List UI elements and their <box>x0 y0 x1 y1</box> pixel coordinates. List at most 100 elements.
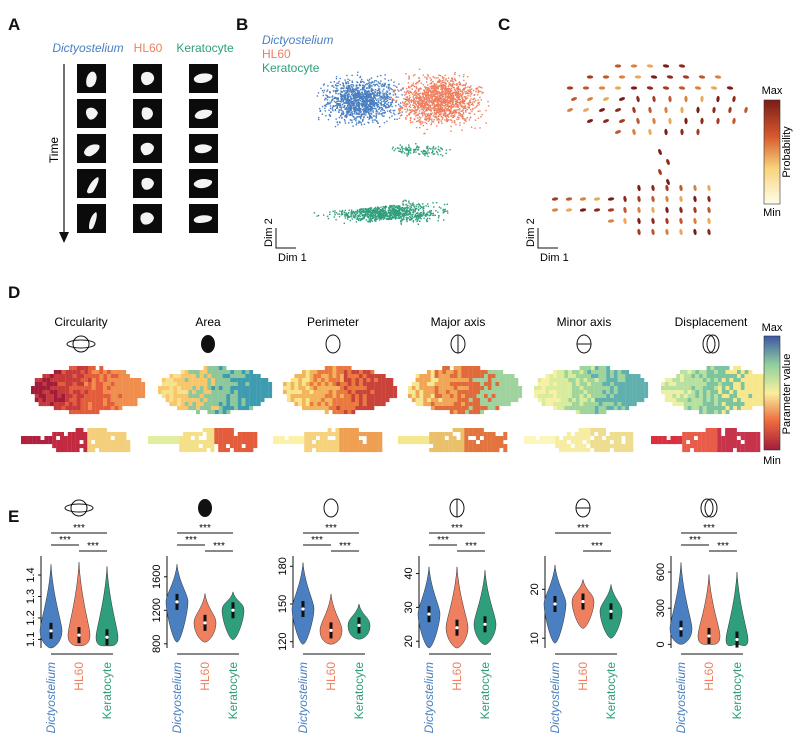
umap-point <box>439 150 440 151</box>
heatmap-cell <box>80 374 84 378</box>
umap-point <box>422 105 423 106</box>
heatmap-cell <box>95 432 99 436</box>
umap-point <box>354 105 355 106</box>
umap-point <box>441 84 442 85</box>
umap-point <box>384 122 385 123</box>
shape-glyph <box>683 75 690 79</box>
heatmap-cell <box>141 390 145 394</box>
umap-point <box>365 100 366 101</box>
umap-point <box>384 104 385 105</box>
umap-point <box>374 94 375 95</box>
umap-point <box>412 212 413 213</box>
umap-point <box>371 108 372 109</box>
umap-point <box>447 115 448 116</box>
umap-point <box>422 152 423 153</box>
umap-point <box>368 122 369 123</box>
heatmap-cell <box>152 440 156 444</box>
umap-point <box>399 217 400 218</box>
umap-point <box>396 87 397 88</box>
umap-point <box>337 85 338 86</box>
umap-point <box>468 107 469 108</box>
umap-point <box>463 80 464 81</box>
umap-point <box>389 208 390 209</box>
umap-point <box>380 210 381 211</box>
shape-glyph <box>699 75 706 79</box>
heatmap-cell <box>211 402 215 406</box>
umap-point <box>407 98 408 99</box>
umap-point <box>342 111 343 112</box>
heatmap-cell <box>321 370 325 374</box>
heatmap-cell <box>88 394 92 398</box>
heatmap-cell <box>107 444 111 448</box>
umap-point <box>410 148 411 149</box>
umap-point <box>323 95 324 96</box>
shape-glyph <box>680 129 683 136</box>
umap-point <box>414 207 415 208</box>
umap-point <box>337 106 338 107</box>
shape-glyph <box>696 107 699 114</box>
heatmap-cell <box>115 402 119 406</box>
panel-letter-b: B <box>236 15 248 34</box>
umap-point <box>415 109 416 110</box>
umap-point <box>326 91 327 92</box>
umap-point <box>402 107 403 108</box>
cell-image-tile <box>77 204 106 233</box>
heatmap-cell <box>107 448 111 452</box>
heatmap-cell <box>389 378 393 382</box>
heatmap-cell <box>96 378 100 382</box>
heatmap-cell <box>257 394 261 398</box>
heatmap-cell <box>355 402 359 406</box>
heatmap-cell <box>103 440 107 444</box>
umap-point <box>422 109 423 110</box>
umap-point <box>340 115 341 116</box>
heatmap-cell <box>253 436 257 440</box>
umap-point <box>369 111 370 112</box>
umap-point <box>419 217 420 218</box>
heatmap-cell <box>111 394 115 398</box>
heatmap-cell <box>230 394 234 398</box>
umap-point <box>456 85 457 86</box>
umap-point <box>439 119 440 120</box>
heatmap-cell <box>126 444 130 448</box>
umap-point <box>353 90 354 91</box>
shape-glyph <box>647 64 654 68</box>
heatmap-cell <box>37 436 41 440</box>
heatmap-cell <box>39 402 43 406</box>
heatmap-cell <box>245 378 249 382</box>
heatmap-cell <box>207 406 211 410</box>
umap-point <box>427 74 428 75</box>
heatmap-cell <box>242 398 246 402</box>
heatmap-cell <box>99 386 103 390</box>
umap-point <box>349 216 350 217</box>
umap-point <box>332 110 333 111</box>
heatmap-cell <box>245 382 249 386</box>
heatmap-cell <box>261 382 265 386</box>
heatmap-cell <box>158 386 162 390</box>
heatmap-cell <box>188 382 192 386</box>
heatmap-cell <box>177 406 181 410</box>
umap-point <box>463 85 464 86</box>
umap-point <box>360 89 361 90</box>
cell-image-tile <box>77 169 106 198</box>
umap-point <box>377 123 378 124</box>
umap-point <box>385 209 386 210</box>
heatmap-cell <box>188 386 192 390</box>
shape-glyph <box>587 75 593 78</box>
heatmap-cell <box>226 390 230 394</box>
umap-point <box>336 91 337 92</box>
umap-point <box>457 93 458 94</box>
umap-point <box>428 96 429 97</box>
umap-point <box>435 92 436 93</box>
heatmap-cell <box>196 386 200 390</box>
umap-point <box>428 108 429 109</box>
heatmap-cell <box>42 374 46 378</box>
heatmap-cell <box>291 378 295 382</box>
umap-point <box>342 98 343 99</box>
heatmap-cell <box>96 390 100 394</box>
heatmap-cell <box>211 370 215 374</box>
umap-point <box>416 208 417 209</box>
heatmap-cell <box>219 370 223 374</box>
umap-point <box>470 109 471 110</box>
heatmap-cell <box>50 402 54 406</box>
umap-point <box>339 110 340 111</box>
